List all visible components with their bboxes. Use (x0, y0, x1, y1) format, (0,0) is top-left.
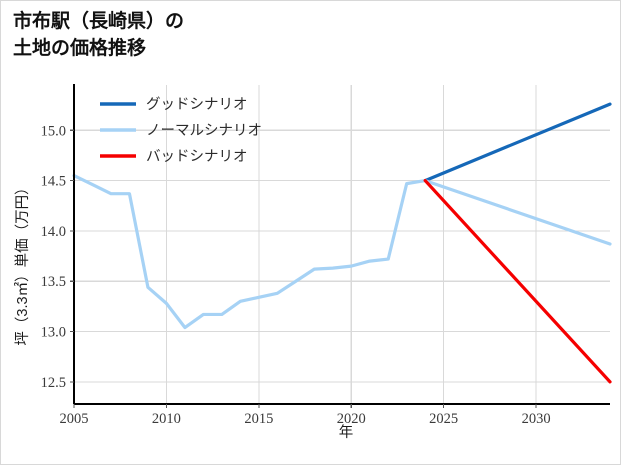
legend-label-ノーマルシナリオ: ノーマルシナリオ (146, 123, 262, 139)
series-line-グッドシナリオ (423, 102, 612, 183)
y-tick-label: 14.5 (41, 174, 66, 190)
x-tick-label: 2010 (152, 411, 181, 427)
x-axis-ticks: 2005 2010 2015 2020 2025 2030 (60, 404, 551, 427)
y-axis-ticks: 12.5 13.0 13.5 14.0 14.5 15.0 (41, 123, 74, 391)
x-tick-label: 2030 (522, 411, 551, 427)
series-line-バッドシナリオ (423, 179, 612, 384)
legend-label-グッドシナリオ: グッドシナリオ (146, 96, 248, 113)
axis-spines (72, 84, 610, 406)
y-tick-label: 15.0 (41, 123, 66, 139)
x-tick-label: 2015 (244, 411, 273, 427)
series-lines (72, 102, 612, 384)
y-tick-label: 12.5 (41, 375, 66, 391)
y-tick-label: 14.0 (41, 224, 66, 240)
series-line-ノーマルシナリオ (72, 173, 612, 330)
y-axis-title: 坪（3.3㎡）単価（万円） (14, 180, 31, 345)
y-tick-label: 13.0 (41, 325, 66, 341)
x-tick-label: 2020 (337, 411, 366, 427)
legend-label-バッドシナリオ: バッドシナリオ (146, 149, 248, 165)
y-tick-label: 13.5 (41, 274, 66, 290)
x-tick-label: 2025 (429, 411, 458, 427)
x-axis-title: 年 (339, 424, 354, 441)
x-tick-label: 2005 (60, 411, 89, 427)
page-title: 市布駅（長崎県）の 土地の価格推移 (13, 11, 185, 59)
